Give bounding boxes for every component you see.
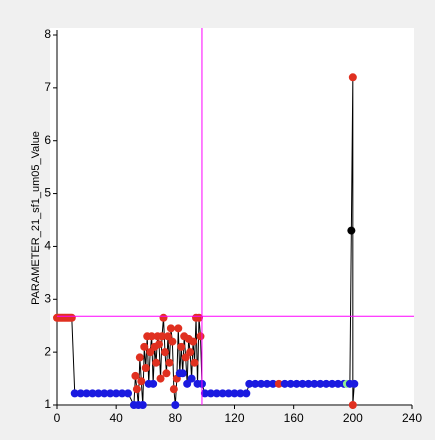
y-tick-label: 4 — [44, 239, 51, 253]
data-point — [310, 379, 319, 388]
data-point — [131, 371, 140, 380]
data-point — [135, 353, 144, 362]
data-point — [286, 379, 295, 388]
data-point — [132, 385, 141, 394]
data-point — [187, 374, 196, 383]
x-tick-label: 160 — [284, 411, 304, 425]
y-tick-label: 2 — [44, 344, 51, 358]
data-point — [298, 379, 307, 388]
data-point — [94, 389, 103, 398]
data-point — [242, 389, 251, 398]
data-point — [165, 358, 174, 367]
data-point — [181, 353, 190, 362]
data-point — [138, 401, 147, 409]
y-tick-label: 8 — [44, 27, 51, 41]
data-point — [76, 389, 85, 398]
data-point — [171, 401, 180, 409]
data-point — [174, 324, 183, 333]
data-point — [160, 348, 169, 357]
data-point — [251, 379, 260, 388]
data-point — [140, 342, 149, 351]
data-point — [189, 337, 198, 346]
data-point — [268, 379, 277, 388]
data-point — [168, 337, 177, 346]
data-point — [334, 379, 343, 388]
data-point — [200, 389, 209, 398]
data-point — [178, 369, 187, 378]
data-point — [328, 379, 337, 388]
y-tick-label: 1 — [44, 397, 51, 411]
data-point — [100, 389, 109, 398]
y-tick-label: 7 — [44, 80, 51, 94]
data-point — [230, 389, 239, 398]
x-tick-label: 40 — [109, 411, 123, 425]
data-point — [141, 364, 150, 372]
data-point — [149, 379, 158, 388]
data-point — [224, 389, 233, 398]
data-point — [316, 379, 325, 388]
data-point — [245, 379, 254, 388]
data-point — [218, 389, 227, 398]
data-point — [183, 379, 192, 388]
data-point — [212, 389, 221, 398]
x-tick-label: 120 — [224, 411, 244, 425]
data-point — [190, 358, 199, 367]
x-tick-label: 0 — [54, 411, 61, 425]
x-tick-label: 240 — [402, 411, 422, 425]
data-point — [152, 358, 161, 367]
data-point — [206, 389, 215, 398]
data-point — [347, 226, 356, 235]
y-tick-label: 5 — [44, 186, 51, 200]
data-point — [163, 332, 172, 341]
data-point — [70, 389, 79, 398]
data-point — [348, 73, 357, 82]
data-point — [88, 389, 97, 398]
data-point — [158, 332, 167, 341]
data-point — [257, 379, 266, 388]
data-point — [236, 389, 245, 398]
x-tick-label: 200 — [343, 411, 363, 425]
data-point — [186, 348, 195, 357]
plot-area — [50, 28, 414, 406]
data-point — [67, 313, 76, 322]
data-point — [177, 342, 186, 351]
data-point — [280, 379, 289, 388]
data-point — [146, 348, 155, 357]
data-point — [292, 379, 301, 388]
data-point — [169, 385, 178, 394]
data-point — [147, 332, 156, 341]
data-point — [348, 401, 357, 409]
data-point — [196, 332, 205, 341]
y-tick-label: 3 — [44, 291, 51, 305]
data-point — [166, 324, 175, 333]
data-point — [155, 340, 164, 349]
x-tick-label: 80 — [169, 411, 183, 425]
data-point — [118, 389, 127, 398]
data-point — [263, 379, 272, 388]
data-point — [274, 379, 283, 388]
data-point — [159, 313, 168, 322]
y-axis-label: PARAMETER_21_sf1_um05_Value — [30, 131, 42, 305]
data-point — [112, 389, 121, 398]
data-point — [162, 369, 171, 378]
data-point — [350, 379, 359, 388]
data-point — [304, 379, 313, 388]
data-point — [137, 377, 146, 386]
data-point — [124, 389, 132, 398]
y-tick-label: 6 — [44, 133, 51, 147]
data-point — [106, 389, 115, 398]
data-point — [82, 389, 91, 398]
data-point — [156, 374, 165, 383]
data-point — [322, 379, 331, 388]
